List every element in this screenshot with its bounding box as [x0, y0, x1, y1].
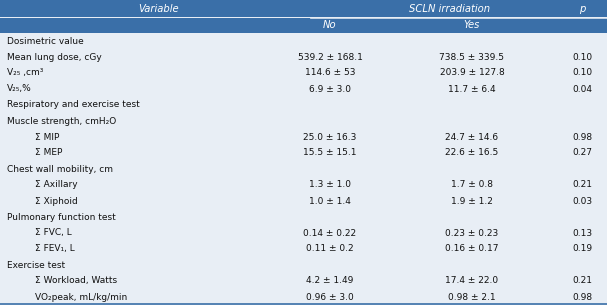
Text: Σ MEP: Σ MEP: [35, 149, 63, 157]
Text: Σ FVC, L: Σ FVC, L: [35, 228, 72, 238]
Text: 0.23 ± 0.23: 0.23 ± 0.23: [446, 228, 498, 238]
Bar: [0, 289, 607, 305]
Text: 539.2 ± 168.1: 539.2 ± 168.1: [297, 52, 362, 62]
Text: 0.10: 0.10: [572, 52, 592, 62]
Bar: [0, 241, 607, 257]
Text: Σ Axillary: Σ Axillary: [35, 181, 78, 189]
Text: 4.2 ± 1.49: 4.2 ± 1.49: [307, 277, 354, 285]
Bar: [0, 193, 607, 209]
Text: Exercise test: Exercise test: [7, 260, 65, 270]
Text: Yes: Yes: [464, 20, 480, 30]
Text: 0.04: 0.04: [572, 84, 592, 94]
Text: 25.0 ± 16.3: 25.0 ± 16.3: [304, 132, 357, 142]
Text: Chest wall mobility, cm: Chest wall mobility, cm: [7, 164, 113, 174]
Text: 203.9 ± 127.8: 203.9 ± 127.8: [439, 69, 504, 77]
Bar: [0, 49, 607, 65]
Text: Dosimetric value: Dosimetric value: [7, 37, 84, 45]
Bar: [0, 257, 607, 273]
Text: p: p: [579, 4, 585, 14]
Text: Σ FEV₁, L: Σ FEV₁, L: [35, 245, 75, 253]
Text: 1.3 ± 1.0: 1.3 ± 1.0: [309, 181, 351, 189]
Text: 1.9 ± 1.2: 1.9 ± 1.2: [451, 196, 493, 206]
Text: Σ MIP: Σ MIP: [35, 132, 59, 142]
Text: 11.7 ± 6.4: 11.7 ± 6.4: [448, 84, 496, 94]
Text: 0.21: 0.21: [572, 181, 592, 189]
Bar: [0, 273, 607, 289]
Text: 0.19: 0.19: [572, 245, 592, 253]
Text: 17.4 ± 22.0: 17.4 ± 22.0: [446, 277, 498, 285]
Text: Pulmonary function test: Pulmonary function test: [7, 213, 116, 221]
Text: Muscle strength, cmH₂O: Muscle strength, cmH₂O: [7, 117, 117, 125]
Text: Σ Workload, Watts: Σ Workload, Watts: [35, 277, 117, 285]
Text: 0.98: 0.98: [572, 292, 592, 302]
Text: Σ Xiphoid: Σ Xiphoid: [35, 196, 78, 206]
Text: 24.7 ± 14.6: 24.7 ± 14.6: [446, 132, 498, 142]
Text: Mean lung dose, cGy: Mean lung dose, cGy: [7, 52, 102, 62]
Bar: [0, 145, 607, 161]
Bar: [0, 33, 607, 49]
Text: VO₂peak, mL/kg/min: VO₂peak, mL/kg/min: [35, 292, 127, 302]
Text: 0.13: 0.13: [572, 228, 592, 238]
Text: 0.03: 0.03: [572, 196, 592, 206]
Text: 114.6 ± 53: 114.6 ± 53: [305, 69, 355, 77]
Bar: [0, 81, 607, 97]
Text: 0.27: 0.27: [572, 149, 592, 157]
Bar: [0, 225, 607, 241]
Text: Variable: Variable: [138, 4, 179, 14]
Text: 22.6 ± 16.5: 22.6 ± 16.5: [446, 149, 498, 157]
Bar: [0, 113, 607, 129]
Bar: [0, 177, 607, 193]
Text: 0.21: 0.21: [572, 277, 592, 285]
Text: 0.98 ± 2.1: 0.98 ± 2.1: [448, 292, 496, 302]
Text: V₂₅ ,cm³: V₂₅ ,cm³: [7, 69, 43, 77]
Text: No: No: [323, 20, 337, 30]
Text: 0.16 ± 0.17: 0.16 ± 0.17: [446, 245, 499, 253]
Bar: [0, 17, 607, 33]
Bar: [0, 97, 607, 113]
Bar: [0, 0, 607, 17]
Text: 15.5 ± 15.1: 15.5 ± 15.1: [304, 149, 357, 157]
Text: V₂₅,%: V₂₅,%: [7, 84, 32, 94]
Text: 0.14 ± 0.22: 0.14 ± 0.22: [304, 228, 356, 238]
Text: SCLN irradiation: SCLN irradiation: [410, 4, 490, 14]
Text: 0.10: 0.10: [572, 69, 592, 77]
Bar: [0, 129, 607, 145]
Bar: [0, 209, 607, 225]
Text: 1.0 ± 1.4: 1.0 ± 1.4: [309, 196, 351, 206]
Bar: [0, 65, 607, 81]
Text: 1.7 ± 0.8: 1.7 ± 0.8: [451, 181, 493, 189]
Text: 6.9 ± 3.0: 6.9 ± 3.0: [309, 84, 351, 94]
Text: 0.98: 0.98: [572, 132, 592, 142]
Text: 0.96 ± 3.0: 0.96 ± 3.0: [306, 292, 354, 302]
Text: Respiratory and exercise test: Respiratory and exercise test: [7, 101, 140, 109]
Text: 0.11 ± 0.2: 0.11 ± 0.2: [306, 245, 354, 253]
Bar: [0, 161, 607, 177]
Text: 738.5 ± 339.5: 738.5 ± 339.5: [439, 52, 504, 62]
